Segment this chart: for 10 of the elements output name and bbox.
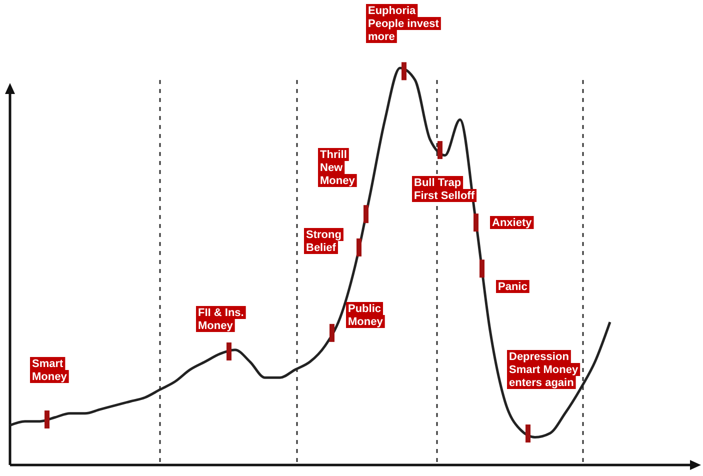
annotation: Strong Belief	[306, 229, 342, 254]
annotation: Bull Trap First Selloff	[414, 177, 475, 202]
text: Euphoria People invest more	[368, 5, 440, 43]
annotation: Depression Smart Money enters again	[509, 351, 579, 389]
annotation: FII & Ins. Money	[198, 307, 244, 332]
annotation: Anxiety	[492, 217, 533, 229]
annotation: Smart Money	[32, 358, 68, 383]
annotation: Panic	[498, 281, 528, 293]
annotation: Public Money	[348, 303, 384, 328]
annotation: Thrill New Money	[320, 149, 356, 187]
